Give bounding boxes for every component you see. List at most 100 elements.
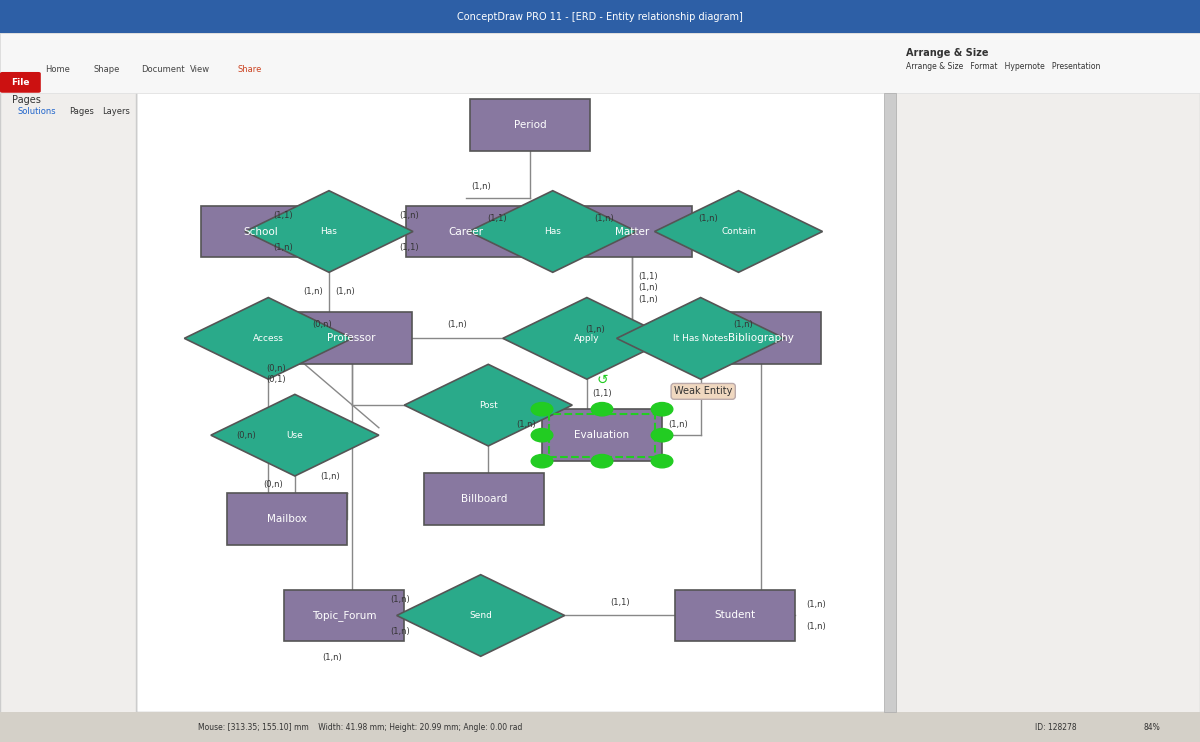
Text: Period: Period: [514, 119, 546, 130]
Text: Billboard: Billboard: [461, 493, 508, 504]
Text: Pages: Pages: [12, 95, 41, 105]
FancyBboxPatch shape: [701, 312, 821, 364]
Text: (1,n): (1,n): [320, 473, 340, 482]
Polygon shape: [469, 191, 637, 272]
Polygon shape: [211, 395, 379, 476]
Circle shape: [532, 403, 553, 416]
Text: Document: Document: [142, 65, 185, 73]
Text: (1,n): (1,n): [668, 419, 688, 429]
Polygon shape: [397, 574, 565, 657]
Text: Professor: Professor: [328, 333, 376, 344]
Circle shape: [652, 454, 673, 468]
FancyBboxPatch shape: [894, 33, 1200, 742]
Text: (1,n): (1,n): [806, 622, 827, 631]
Text: (1,1): (1,1): [610, 597, 630, 607]
Text: 84%: 84%: [1144, 723, 1160, 732]
Text: (1,n): (1,n): [448, 321, 467, 329]
Text: Arrange & Size: Arrange & Size: [906, 48, 989, 59]
FancyBboxPatch shape: [292, 312, 412, 364]
FancyBboxPatch shape: [136, 45, 894, 712]
Text: Arrange & Size   Format   Hypernote   Presentation: Arrange & Size Format Hypernote Presenta…: [906, 62, 1100, 71]
Text: (0,1): (0,1): [266, 375, 286, 384]
Text: (1,n): (1,n): [272, 243, 293, 252]
Text: School: School: [244, 226, 278, 237]
Circle shape: [532, 454, 553, 468]
FancyBboxPatch shape: [674, 589, 794, 641]
Text: Evaluation: Evaluation: [575, 430, 630, 440]
Text: Topic_Forum: Topic_Forum: [312, 610, 377, 621]
Text: Student: Student: [714, 611, 755, 620]
Text: Send: Send: [469, 611, 492, 620]
Text: (1,1): (1,1): [400, 243, 419, 252]
FancyBboxPatch shape: [0, 33, 136, 742]
Text: Pages: Pages: [70, 107, 95, 116]
Text: (1,n): (1,n): [400, 211, 419, 220]
Text: (1,n): (1,n): [595, 214, 614, 223]
Text: Share: Share: [238, 65, 262, 73]
Text: (1,n): (1,n): [733, 321, 752, 329]
Text: (1,n): (1,n): [698, 214, 718, 223]
Text: (1,1): (1,1): [638, 272, 658, 281]
Text: It Has Notes: It Has Notes: [673, 334, 728, 343]
FancyBboxPatch shape: [200, 206, 320, 257]
Text: (1,n): (1,n): [584, 325, 605, 334]
Text: Mouse: [313.35; 155.10] mm    Width: 41.98 mm; Height: 20.99 mm; Angle: 0.00 rad: Mouse: [313.35; 155.10] mm Width: 41.98 …: [198, 723, 522, 732]
Text: Home: Home: [46, 65, 71, 73]
Text: (0,n): (0,n): [312, 321, 332, 329]
FancyBboxPatch shape: [0, 0, 1200, 33]
FancyBboxPatch shape: [0, 712, 1200, 742]
Circle shape: [532, 429, 553, 442]
Text: Shape: Shape: [94, 65, 120, 73]
Text: Use: Use: [287, 430, 304, 440]
Text: ↺: ↺: [596, 372, 608, 387]
Text: (1,1): (1,1): [274, 211, 293, 220]
Text: Access: Access: [253, 334, 283, 343]
Circle shape: [592, 403, 613, 416]
Text: ConceptDraw PRO 11 - [ERD - Entity relationship diagram]: ConceptDraw PRO 11 - [ERD - Entity relat…: [457, 12, 743, 22]
Text: Mailbox: Mailbox: [268, 513, 307, 524]
Text: ID: 128278: ID: 128278: [1036, 723, 1076, 732]
FancyBboxPatch shape: [0, 33, 1200, 93]
Text: Contain: Contain: [721, 227, 756, 236]
FancyBboxPatch shape: [542, 410, 662, 462]
FancyBboxPatch shape: [0, 72, 41, 93]
Text: Has: Has: [320, 227, 337, 236]
Circle shape: [592, 454, 613, 468]
Text: (1,n): (1,n): [638, 283, 658, 292]
Text: (0,n): (0,n): [263, 480, 283, 489]
Text: Bibliography: Bibliography: [728, 333, 794, 344]
Text: (1,1): (1,1): [593, 389, 612, 398]
Text: Post: Post: [479, 401, 498, 410]
Text: (1,1): (1,1): [487, 214, 506, 223]
Polygon shape: [245, 191, 413, 272]
FancyBboxPatch shape: [227, 493, 347, 545]
Polygon shape: [404, 364, 572, 446]
Text: (1,n): (1,n): [516, 419, 536, 429]
Text: Matter: Matter: [616, 226, 649, 237]
Text: (1,n): (1,n): [335, 287, 355, 296]
FancyBboxPatch shape: [284, 589, 404, 641]
Text: Solutions: Solutions: [18, 107, 56, 116]
Circle shape: [652, 429, 673, 442]
Text: (1,n): (1,n): [323, 653, 342, 662]
Text: (1,n): (1,n): [390, 626, 410, 636]
Text: Career: Career: [448, 226, 484, 237]
Circle shape: [652, 403, 673, 416]
Text: (1,n): (1,n): [472, 183, 491, 191]
Text: Apply: Apply: [574, 334, 600, 343]
FancyBboxPatch shape: [470, 99, 590, 151]
Polygon shape: [185, 298, 353, 379]
Text: (0,n): (0,n): [236, 431, 257, 441]
Polygon shape: [617, 298, 785, 379]
Text: (1,n): (1,n): [806, 600, 827, 609]
Text: (0,n): (0,n): [266, 364, 286, 373]
Text: Has: Has: [545, 227, 562, 236]
Text: Weak Entity: Weak Entity: [674, 387, 732, 396]
Text: View: View: [190, 65, 210, 73]
FancyBboxPatch shape: [572, 206, 692, 257]
FancyBboxPatch shape: [425, 473, 545, 525]
Text: Layers: Layers: [102, 107, 130, 116]
FancyBboxPatch shape: [884, 93, 896, 712]
Text: (1,n): (1,n): [390, 595, 410, 604]
Text: File: File: [11, 78, 30, 87]
